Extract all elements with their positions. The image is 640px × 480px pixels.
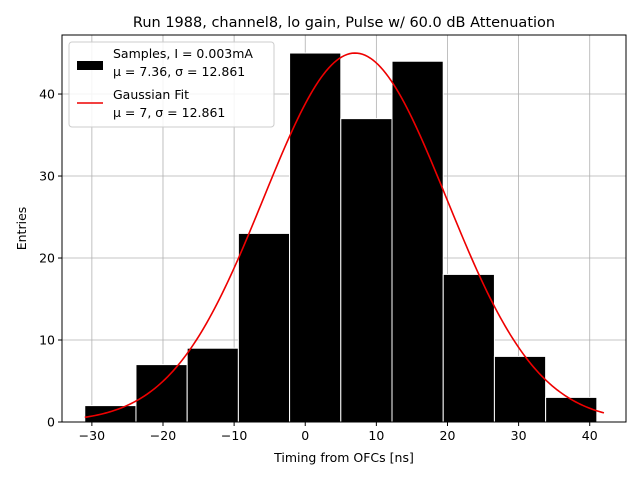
x-axis-label: Timing from OFCs [ns] xyxy=(273,450,414,465)
x-tick-label: −20 xyxy=(150,428,176,443)
histogram-bar xyxy=(84,405,137,423)
legend-fit-label: Gaussian Fit xyxy=(113,87,189,102)
x-axis-ticks: −30 −20 −10 0 10 20 30 40 xyxy=(79,422,598,443)
histogram-bar xyxy=(237,232,291,423)
histogram-bar xyxy=(493,355,547,423)
histogram-bar xyxy=(135,364,188,423)
x-tick-label: 20 xyxy=(440,428,456,443)
y-tick-label: 0 xyxy=(47,415,55,430)
y-tick-label: 10 xyxy=(39,333,55,348)
x-tick-label: 0 xyxy=(301,428,309,443)
legend-fit-stats: μ = 7, σ = 12.861 xyxy=(113,105,225,120)
x-tick-label: 10 xyxy=(368,428,384,443)
histogram-bar xyxy=(340,118,393,423)
histogram-bar xyxy=(391,60,444,423)
histogram-bar xyxy=(289,52,342,423)
histogram-bar xyxy=(442,273,495,423)
x-tick-label: −30 xyxy=(79,428,105,443)
chart-title: Run 1988, channel8, lo gain, Pulse w/ 60… xyxy=(133,15,555,31)
legend-samples-stats: μ = 7.36, σ = 12.861 xyxy=(113,64,245,79)
x-tick-label: −10 xyxy=(221,428,247,443)
y-tick-label: 30 xyxy=(39,169,55,184)
x-tick-label: 30 xyxy=(511,428,527,443)
legend-samples-swatch xyxy=(77,61,103,70)
histogram-bars xyxy=(84,52,598,423)
y-axis-label: Entries xyxy=(14,207,29,251)
y-axis-ticks: 0 10 20 30 40 xyxy=(39,87,62,430)
plot-frame xyxy=(61,34,627,423)
histogram-bar xyxy=(186,347,239,423)
legend: Samples, I = 0.003mA μ = 7.36, σ = 12.86… xyxy=(68,41,275,128)
y-tick-label: 40 xyxy=(39,87,55,102)
histogram-bar xyxy=(545,396,598,423)
x-tick-label: 40 xyxy=(582,428,598,443)
legend-box xyxy=(68,41,275,128)
y-tick-label: 20 xyxy=(39,251,55,266)
gaussian-fit-curve xyxy=(84,52,605,419)
legend-samples-label: Samples, I = 0.003mA xyxy=(113,46,253,61)
